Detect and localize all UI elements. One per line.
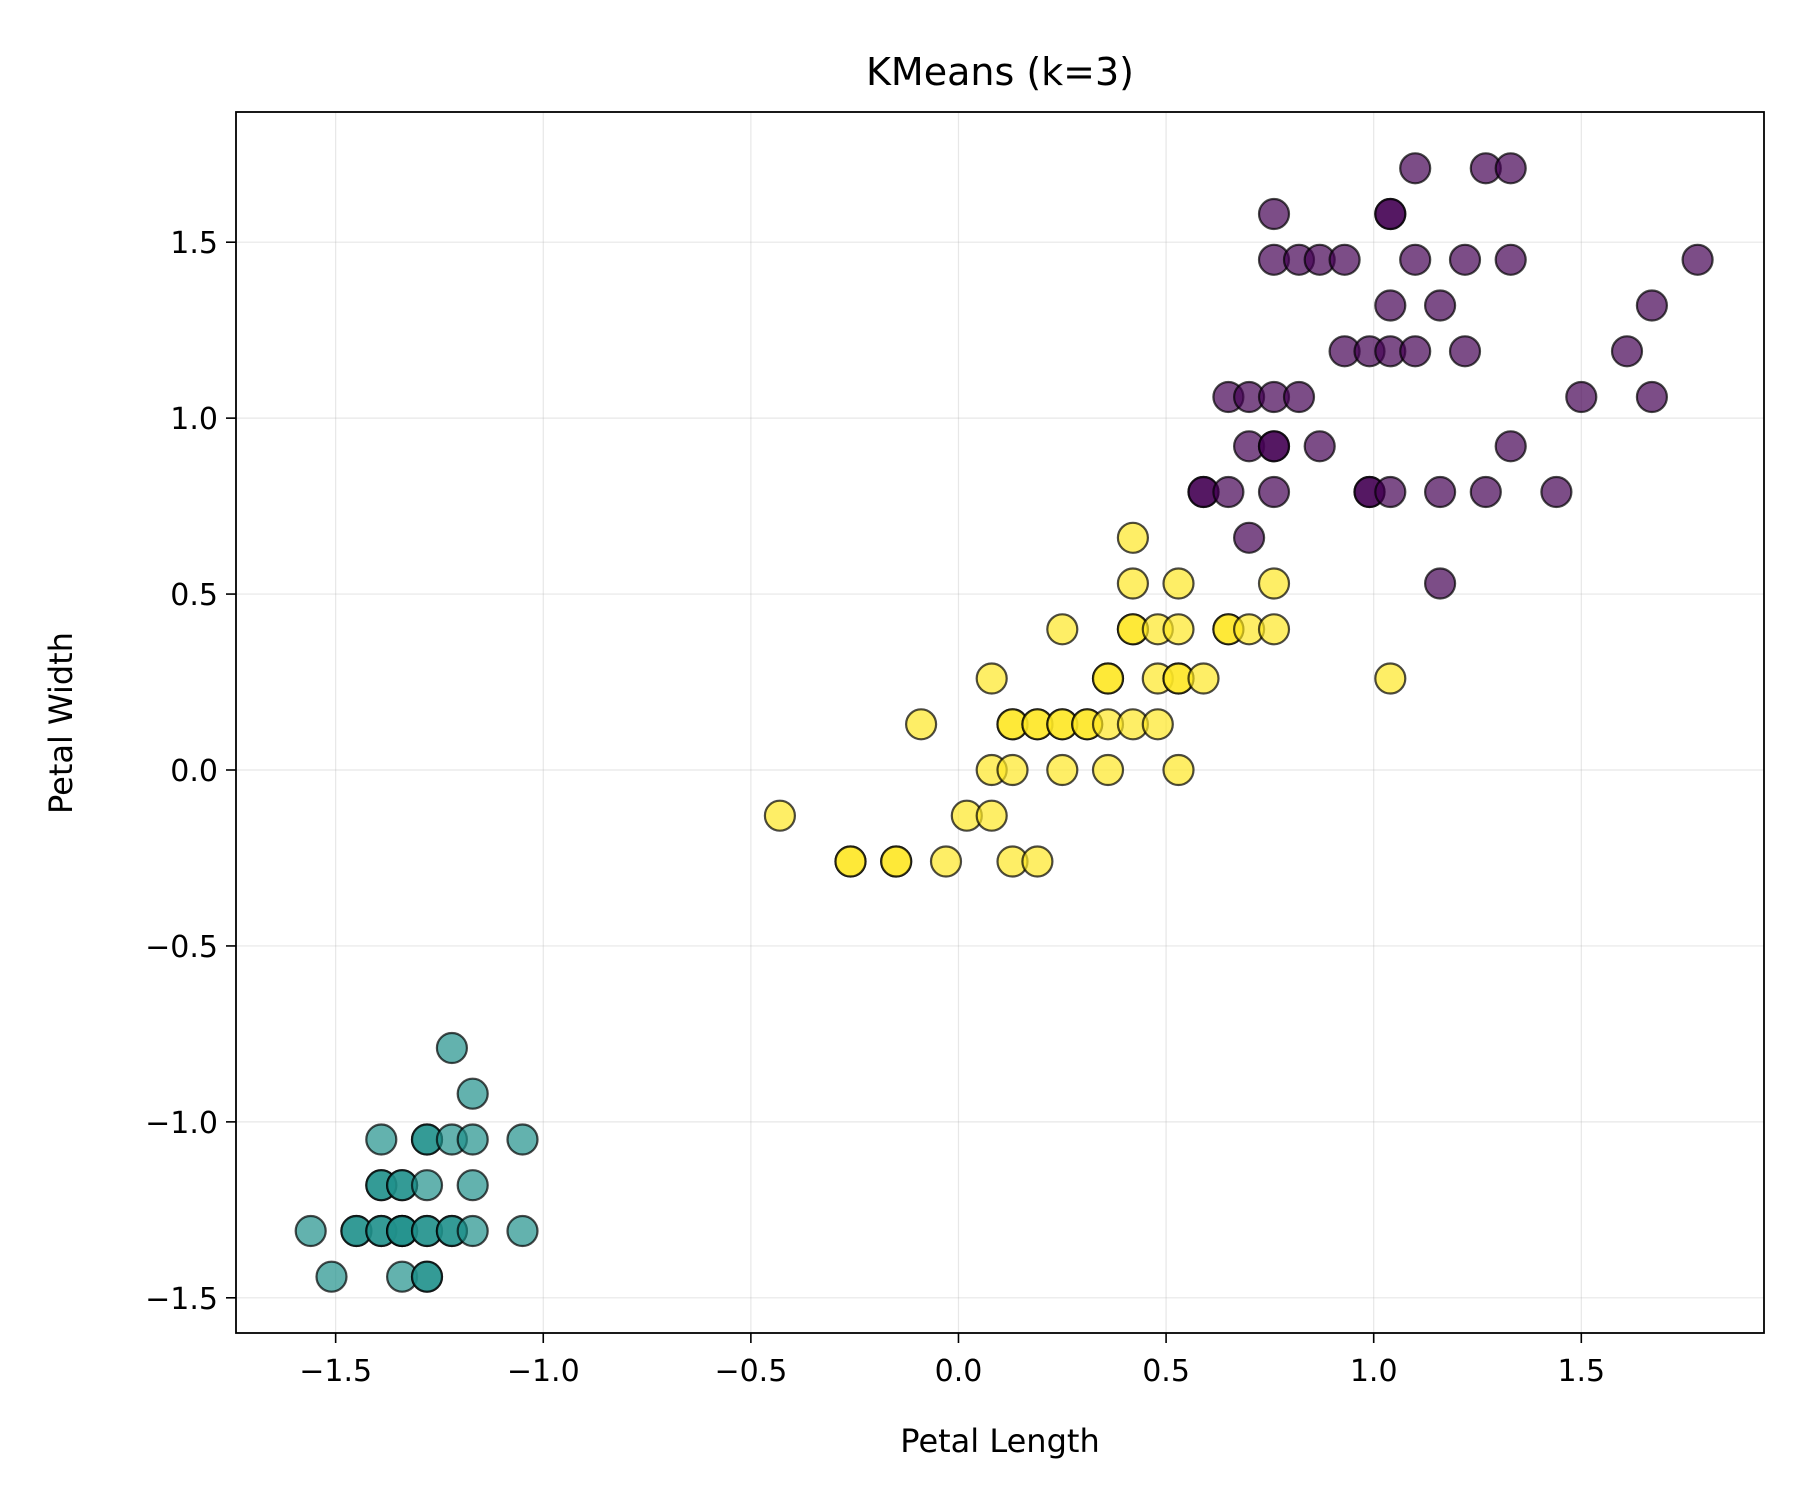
cluster-series-1	[294, 1031, 539, 1293]
data-point	[1257, 430, 1291, 463]
data-point	[456, 1214, 489, 1248]
data-point	[456, 1169, 489, 1202]
data-point	[904, 708, 938, 741]
data-point	[1540, 475, 1573, 509]
y-tick-label: −1.0	[145, 1106, 218, 1141]
data-point	[1399, 335, 1432, 368]
data-point	[1494, 152, 1527, 185]
x-tick-label: −1.0	[507, 1354, 580, 1389]
data-point	[1187, 662, 1220, 695]
cluster-series-0	[1187, 152, 1714, 600]
data-point	[1116, 567, 1150, 600]
data-point	[1374, 475, 1407, 509]
data-point	[410, 1169, 444, 1202]
y-tick-label: 0.0	[170, 754, 218, 789]
y-axis-ticks: −1.5 −1.0 −0.5 0.0 0.5 1.0 1.5	[145, 226, 236, 1317]
data-point	[1091, 662, 1125, 695]
chart-title: KMeans (k=3)	[866, 50, 1134, 94]
x-tick-label: 1.0	[1350, 1354, 1398, 1389]
data-point	[1448, 243, 1482, 276]
data-point	[975, 799, 1008, 832]
data-point	[1399, 243, 1432, 276]
data-point	[456, 1077, 489, 1110]
data-point	[1091, 753, 1125, 787]
data-point	[315, 1260, 348, 1293]
data-point	[1162, 567, 1195, 600]
data-point	[1212, 475, 1245, 509]
data-point	[1494, 430, 1527, 463]
x-tick-label: 1.5	[1557, 1354, 1605, 1389]
data-point	[1021, 845, 1054, 878]
data-point	[1635, 289, 1669, 322]
data-point	[1423, 289, 1457, 322]
x-tick-label: −1.5	[299, 1354, 372, 1389]
data-point	[1046, 753, 1079, 787]
data-point	[456, 1123, 489, 1156]
data-point	[763, 799, 797, 832]
x-axis-ticks: −1.5 −1.0 −0.5 0.0 0.5 1.0 1.5	[299, 1333, 1605, 1389]
data-point	[1374, 289, 1407, 322]
data-point	[435, 1031, 468, 1065]
data-point	[1610, 335, 1644, 368]
data-point	[1257, 197, 1291, 231]
data-point	[1282, 380, 1316, 414]
data-point	[880, 845, 913, 878]
data-points	[294, 152, 1714, 1293]
data-point	[410, 1260, 444, 1293]
x-tick-label: 0.0	[935, 1354, 983, 1389]
data-point	[1399, 152, 1432, 185]
plot-frame	[235, 111, 1765, 1334]
x-axis-label: Petal Length	[900, 1422, 1099, 1460]
data-point	[1374, 197, 1407, 231]
data-point	[929, 845, 963, 878]
data-point	[506, 1214, 539, 1248]
cluster-series-2	[763, 521, 1407, 878]
data-point	[996, 753, 1029, 787]
data-point	[1681, 243, 1714, 276]
y-tick-label: −1.5	[145, 1282, 218, 1317]
data-point	[1494, 243, 1527, 276]
data-point	[1423, 567, 1457, 600]
y-tick-label: 1.5	[170, 226, 218, 261]
data-point	[294, 1214, 327, 1248]
data-point	[1141, 708, 1174, 741]
data-point	[1162, 613, 1195, 646]
data-point	[1469, 475, 1502, 509]
data-point	[1328, 243, 1361, 276]
y-tick-label: −0.5	[145, 930, 218, 965]
data-point	[365, 1123, 398, 1156]
y-tick-label: 0.5	[170, 578, 218, 613]
y-tick-label: 1.0	[170, 402, 218, 437]
data-point	[1374, 662, 1407, 695]
data-point	[1257, 613, 1291, 646]
data-point	[1303, 430, 1336, 463]
data-point	[1423, 475, 1457, 509]
data-point	[1257, 475, 1291, 509]
data-point	[834, 845, 867, 878]
data-point	[1116, 521, 1150, 554]
data-point	[975, 662, 1008, 695]
data-point	[506, 1123, 539, 1156]
data-point	[1232, 521, 1266, 554]
data-point	[1448, 335, 1482, 368]
data-point	[1635, 380, 1669, 414]
data-point	[1046, 613, 1079, 646]
y-axis-label: Petal Width	[42, 632, 80, 814]
x-tick-label: −0.5	[714, 1354, 787, 1389]
x-tick-label: 0.5	[1142, 1354, 1190, 1389]
data-point	[1162, 753, 1195, 787]
data-point	[1257, 567, 1291, 600]
data-point	[1565, 380, 1598, 414]
